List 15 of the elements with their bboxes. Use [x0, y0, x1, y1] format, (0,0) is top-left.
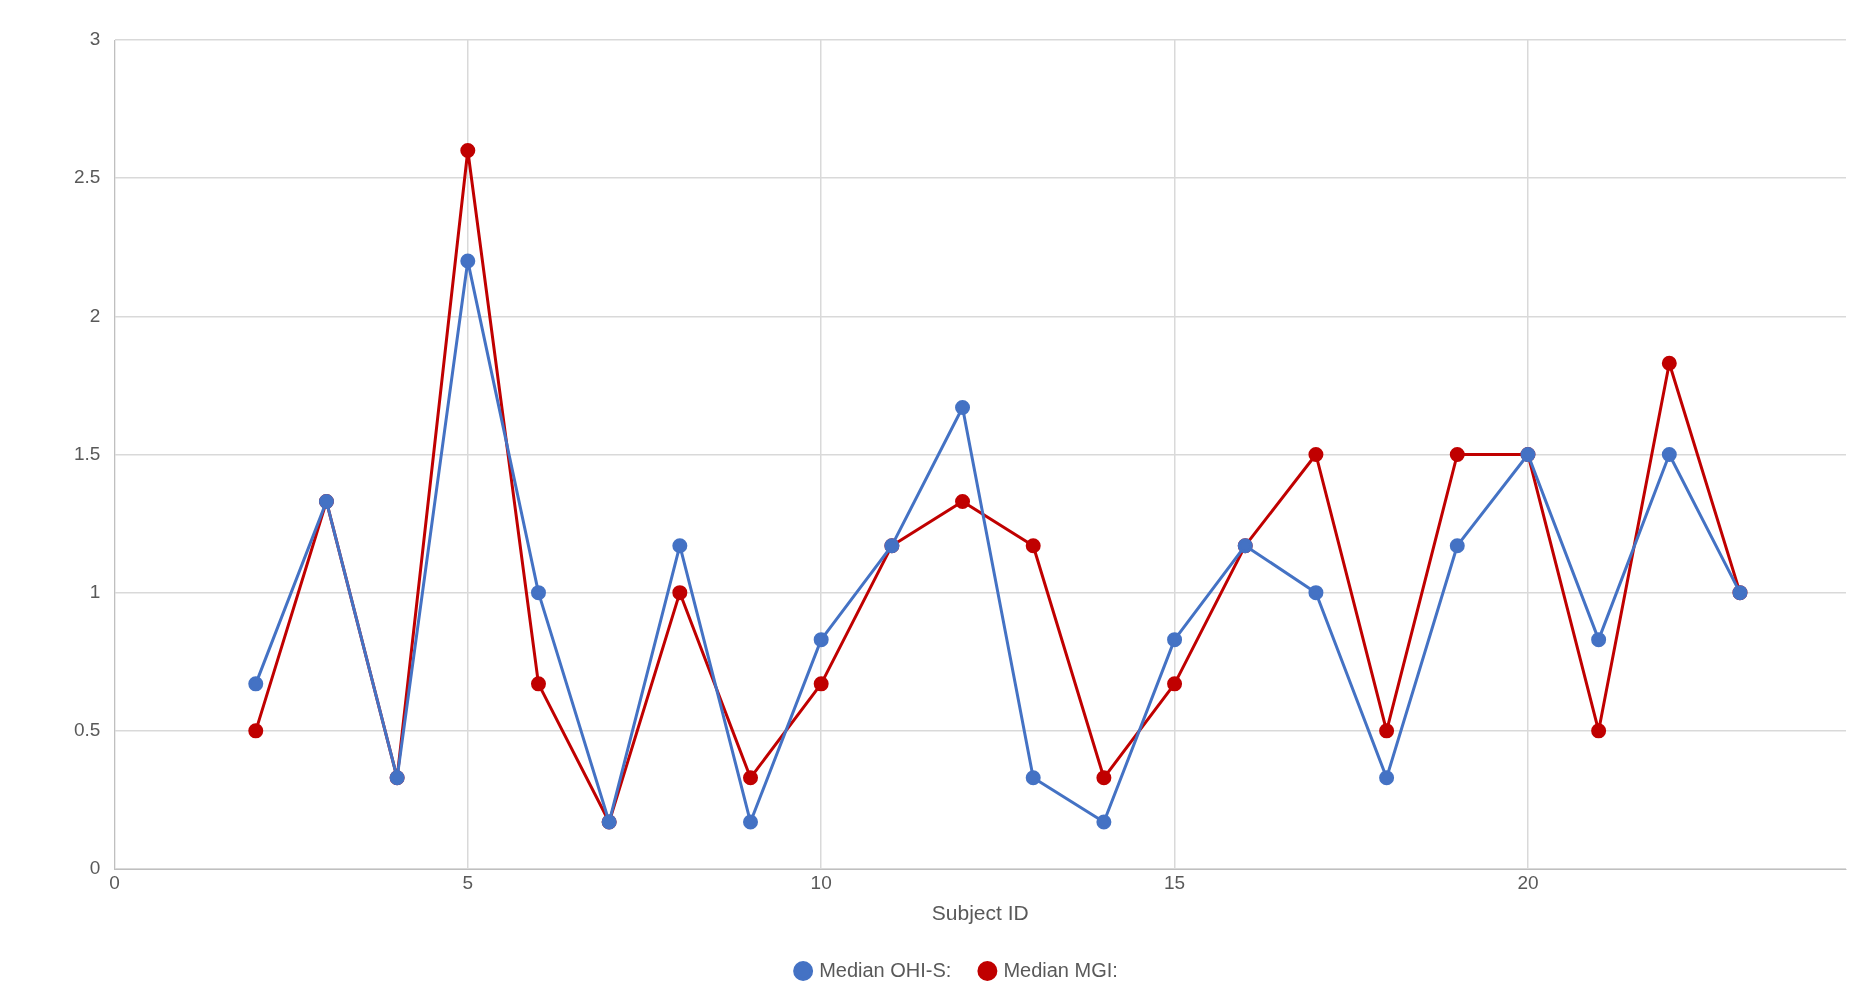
legend-label: Median MGI:: [1003, 958, 1118, 981]
x-tick-label: 15: [1164, 871, 1186, 893]
y-tick-label: 0: [89, 857, 101, 879]
y-tick-label: 3: [89, 28, 101, 50]
x-tick-label: 5: [462, 871, 474, 893]
y-tick-label: 0.5: [73, 719, 101, 741]
legend-label: Median OHI-S:: [819, 958, 952, 981]
x-axis-title: Subject ID: [931, 901, 1029, 925]
y-tick-label: 2.5: [73, 166, 101, 188]
x-tick-label: 0: [109, 871, 120, 893]
x-tick-label: 20: [1517, 871, 1539, 893]
y-tick-label: 2: [89, 304, 101, 326]
x-tick-label: 10: [810, 871, 832, 893]
y-tick-label: 1: [89, 580, 101, 602]
y-tick-label: 1.5: [73, 442, 101, 464]
